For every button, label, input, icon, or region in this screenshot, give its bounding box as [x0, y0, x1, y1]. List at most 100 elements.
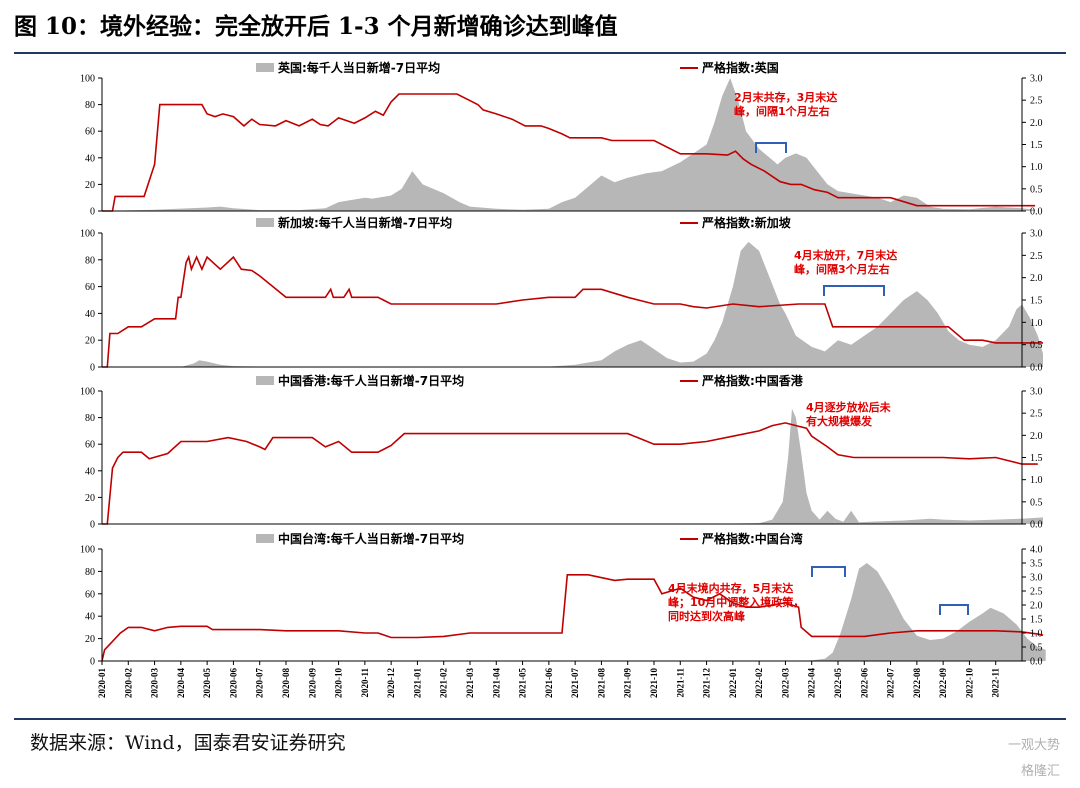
y-tick-label: 0 — [90, 520, 95, 531]
x-tick-label: 2020-01 — [97, 668, 107, 698]
y2-tick-label: 2.0 — [1030, 273, 1043, 284]
x-tick-label: 2020-12 — [386, 668, 396, 698]
y-tick-label: 100 — [80, 545, 95, 556]
x-tick-label: 2021-02 — [439, 668, 449, 698]
y-tick-label: 40 — [85, 153, 95, 164]
annotation-text: 峰，间隔3个月左右 — [794, 262, 890, 276]
annotation-text: 2月末共存，3月末达 — [734, 90, 837, 104]
y2-tick-label: 2.0 — [1030, 431, 1043, 442]
watermark-logo: 格隆汇 — [1020, 764, 1060, 779]
y2-tick-label: 2.0 — [1030, 601, 1043, 612]
x-tick-label: 2022-07 — [886, 668, 896, 698]
interval-bracket — [755, 142, 787, 153]
area-series — [102, 78, 1036, 211]
annotation-text: 4月逐步放松后未 — [806, 400, 892, 414]
annotation-text: 峰，间隔1个月左右 — [734, 104, 830, 118]
source-note: 数据来源：Wind，国泰君安证券研究 — [30, 732, 346, 754]
x-tick-label: 2022-04 — [807, 668, 817, 698]
y-tick-label: 20 — [85, 336, 95, 347]
y-tick-label: 0 — [90, 207, 95, 218]
annotation-text: 同时达到次高峰 — [668, 609, 746, 623]
y2-tick-label: 1.5 — [1030, 615, 1043, 626]
y2-tick-label: 1.5 — [1030, 296, 1043, 307]
y2-tick-label: 1.5 — [1030, 453, 1043, 464]
legend-area-swatch — [256, 534, 274, 543]
y-tick-label: 60 — [85, 127, 95, 138]
y-tick-label: 0 — [90, 363, 95, 374]
x-tick-label: 2021-08 — [596, 668, 606, 698]
x-tick-label: 2021-04 — [491, 668, 501, 698]
y2-tick-label: 1.0 — [1030, 318, 1043, 329]
y2-tick-label: 1.0 — [1030, 475, 1043, 486]
x-tick-label: 2022-03 — [780, 668, 790, 698]
annotation-text: 4月末境内共存，5月末达 — [668, 581, 793, 595]
y-tick-label: 20 — [85, 493, 95, 504]
y2-tick-label: 0.5 — [1030, 184, 1043, 195]
y-tick-label: 80 — [85, 100, 95, 111]
stringency-line — [102, 93, 1036, 212]
x-tick-label: 2021-12 — [702, 668, 712, 698]
area-series — [102, 241, 1043, 367]
x-tick-label: 2020-10 — [334, 668, 344, 698]
y2-tick-label: 1.0 — [1030, 162, 1043, 173]
y-tick-label: 60 — [85, 282, 95, 293]
y2-tick-label: 3.0 — [1030, 229, 1043, 240]
y2-tick-label: 2.5 — [1030, 96, 1043, 107]
x-tick-label: 2021-03 — [465, 668, 475, 698]
y-tick-label: 40 — [85, 612, 95, 623]
x-tick-label: 2022-11 — [991, 668, 1001, 698]
x-tick-label: 2020-08 — [281, 668, 291, 698]
y-tick-label: 100 — [80, 229, 95, 240]
y-tick-label: 100 — [80, 74, 95, 85]
y2-tick-label: 2.0 — [1030, 118, 1043, 129]
x-tick-label: 2021-11 — [675, 668, 685, 698]
legend-area-label: 新加坡:每千人当日新增-7日平均 — [278, 215, 452, 230]
chart-panel-1: 0 20 40 60 80 100 0.0 0.5 1.0 1.5 2.0 2.5 3.0 英国:每千人当… — [80, 60, 1043, 218]
y2-tick-label: 2.5 — [1030, 251, 1043, 262]
x-tick-label: 2022-05 — [833, 668, 843, 698]
y-tick-label: 60 — [85, 589, 95, 600]
y2-tick-label: 3.0 — [1030, 387, 1043, 398]
y-tick-label: 80 — [85, 255, 95, 266]
y2-tick-label: 3.0 — [1030, 74, 1043, 85]
area-series — [102, 408, 1043, 524]
x-tick-label: 2020-05 — [202, 668, 212, 698]
x-tick-label: 2021-05 — [518, 668, 528, 698]
legend-area-swatch — [256, 376, 274, 385]
x-tick-label: 2020-09 — [307, 668, 317, 698]
chart-panel-2: 0 20 40 60 80 100 0.0 0.5 1.0 1.5 2.0 2.5 3.0 新加坡:每千人… — [80, 215, 1043, 374]
x-tick-label: 2021-09 — [623, 668, 633, 698]
interval-bracket — [823, 285, 885, 296]
annotation-text: 峰；10月中调整入境政策， — [668, 595, 804, 609]
y2-tick-label: 0.0 — [1030, 363, 1043, 374]
x-tick-label: 2020-04 — [176, 668, 186, 698]
legend-area-label: 英国:每千人当日新增-7日平均 — [278, 60, 440, 75]
y-tick-label: 40 — [85, 309, 95, 320]
x-tick-label: 2020-06 — [228, 668, 238, 698]
stringency-line — [102, 422, 1038, 525]
footer-rule — [14, 718, 1066, 720]
watermark-brand: 一观大势 — [1007, 738, 1060, 753]
legend-area-swatch — [256, 218, 274, 227]
x-tick-label: 2021-06 — [544, 668, 554, 698]
y-tick-label: 20 — [85, 634, 95, 645]
y2-tick-label: 3.0 — [1030, 573, 1043, 584]
legend-area-label: 中国台湾:每千人当日新增-7日平均 — [278, 531, 464, 546]
y-tick-label: 20 — [85, 180, 95, 191]
chart-panel-4: 0 20 40 60 80 100 0.0 0.5 1.0 1.5 2.0 2.5 3.0 3.5 4.0 中… — [80, 531, 1046, 668]
legend-line-label: 严格指数:新加坡 — [701, 215, 792, 230]
y2-tick-label: 4.0 — [1030, 545, 1043, 556]
x-tick-label: 2020-07 — [255, 668, 265, 698]
title-rule — [14, 52, 1066, 54]
interval-bracket — [939, 604, 969, 615]
x-tick-label: 2022-09 — [938, 668, 948, 698]
chart-panel-3: 0 20 40 60 80 100 0.0 0.5 1.0 1.5 2.0 2.5 3.0 中国香港:每千… — [80, 373, 1043, 531]
y2-tick-label: 0.5 — [1030, 497, 1043, 508]
x-tick-label: 2021-10 — [649, 668, 659, 698]
y-tick-label: 40 — [85, 466, 95, 477]
interval-bracket — [811, 566, 846, 577]
y2-tick-label: 1.0 — [1030, 629, 1043, 640]
y2-tick-label: 0.5 — [1030, 340, 1043, 351]
y2-tick-label: 2.5 — [1030, 587, 1043, 598]
